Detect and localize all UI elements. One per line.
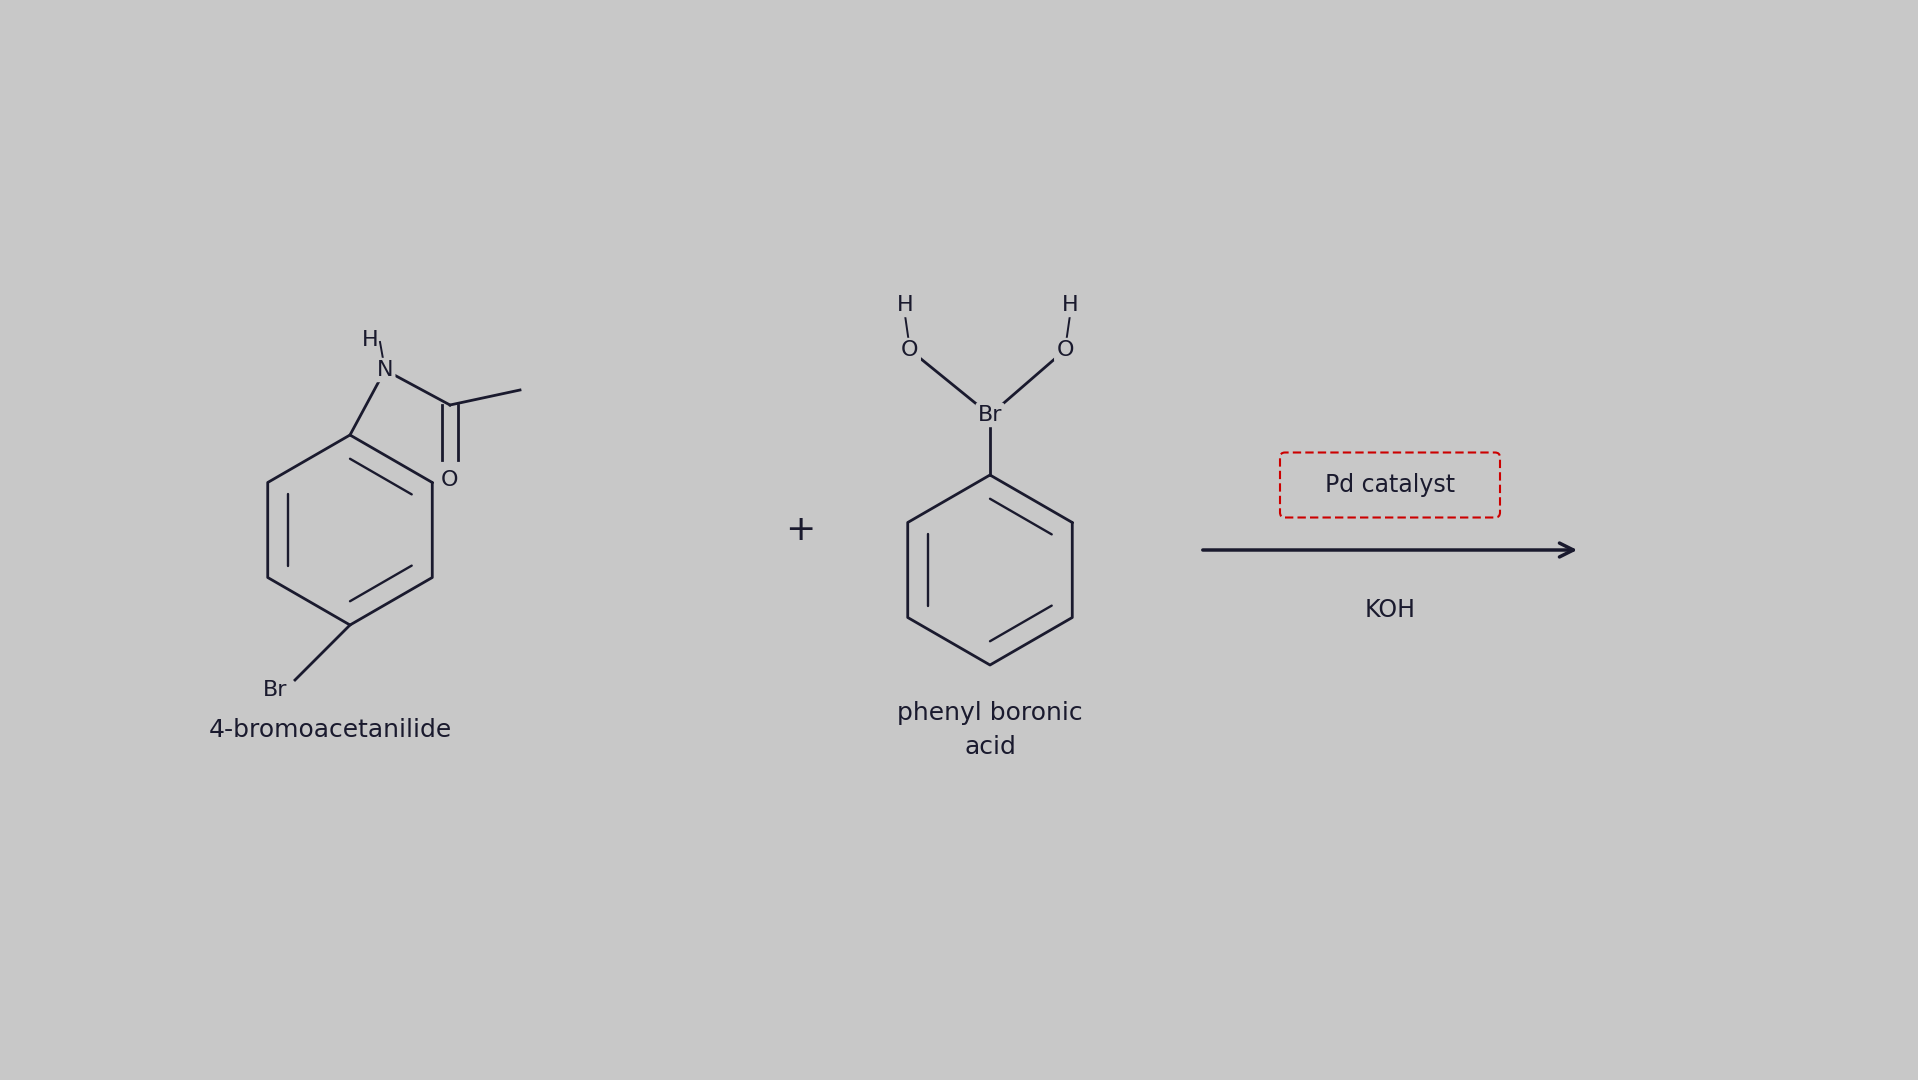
Text: Br: Br: [263, 680, 288, 700]
Text: O: O: [441, 470, 458, 490]
Text: O: O: [901, 340, 919, 360]
Text: H: H: [898, 295, 913, 315]
Text: +: +: [784, 513, 815, 546]
Text: H: H: [1063, 295, 1078, 315]
Text: H: H: [363, 330, 378, 350]
FancyBboxPatch shape: [1279, 453, 1500, 517]
Text: 4-bromoacetanilide: 4-bromoacetanilide: [209, 718, 451, 742]
Text: O: O: [1057, 340, 1074, 360]
Text: KOH: KOH: [1364, 598, 1415, 622]
Text: phenyl boronic
acid: phenyl boronic acid: [898, 701, 1084, 759]
Text: N: N: [376, 360, 393, 380]
Text: Pd catalyst: Pd catalyst: [1325, 473, 1456, 497]
Text: Br: Br: [978, 405, 1003, 426]
